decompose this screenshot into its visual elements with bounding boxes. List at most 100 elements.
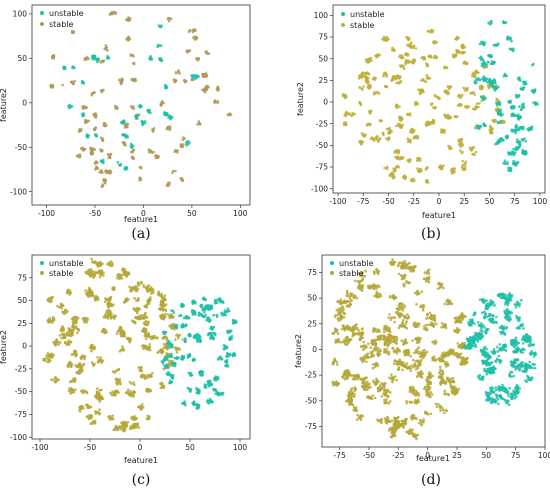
panel-c-point-stable: [42, 358, 45, 362]
panel-c-point-stable: [133, 417, 137, 420]
panel-c-point-stable: [120, 421, 124, 425]
panel-c-point-stable: [66, 342, 70, 346]
panel-c-xtick-label: 0: [138, 443, 143, 452]
panel-c-point-unstable: [194, 313, 197, 316]
panel-b-xtick-label: 50: [485, 197, 495, 206]
panel-b-point-stable: [447, 144, 450, 148]
panel-c-point-stable: [170, 323, 174, 327]
panel-c-point-unstable: [213, 299, 217, 302]
panel-c-point-stable: [137, 426, 141, 429]
panel-a-point-stable: [196, 122, 199, 126]
panel-b-point-stable: [431, 106, 435, 109]
panel-c-point-stable: [137, 366, 140, 369]
panel-c-point-stable: [94, 410, 98, 414]
panel-b-point-unstable: [498, 141, 501, 144]
panel-a-points: [49, 10, 233, 188]
panel-a-point-unstable: [123, 166, 127, 169]
panel-a-point-stable: [204, 72, 208, 75]
panel-a-point-stable: [101, 89, 104, 92]
panel-a-point-stable: [176, 150, 179, 154]
panel-c-point-stable: [146, 390, 150, 393]
panel-a-point-stable: [91, 148, 94, 151]
panel-c-point-unstable: [214, 375, 217, 378]
panel-c-point-stable: [103, 315, 106, 319]
panel-b-xtick-label: 0: [437, 197, 442, 206]
panel-a-point-stable: [85, 106, 88, 109]
panel-b-point-unstable: [494, 86, 498, 89]
panel-a-point-stable: [119, 82, 123, 86]
panel-b-xtick-label: -50: [382, 197, 394, 206]
panel-a-point-stable: [124, 18, 128, 22]
panel-c-point-stable: [46, 360, 49, 364]
panel-c-point-stable: [132, 395, 135, 398]
panel-b-point-stable: [377, 140, 380, 144]
panel-c-point-stable: [117, 367, 121, 371]
panel-c-point-stable: [119, 427, 123, 431]
panel-b-point-unstable: [524, 82, 528, 86]
panel-c-point-unstable: [173, 324, 177, 328]
panel-b-point-stable: [492, 120, 496, 124]
panel-c-point-stable: [70, 317, 74, 321]
panel-b-point-stable: [398, 55, 401, 58]
panel-b-point-stable: [426, 64, 429, 67]
panel-b-point-unstable: [512, 48, 515, 51]
panel-c-point-unstable: [206, 304, 210, 307]
panel-c-point-stable: [69, 340, 73, 344]
panel-c-point-stable: [143, 329, 147, 333]
panel-c-point-stable: [116, 379, 119, 382]
panel-c-point-stable: [124, 427, 127, 431]
panel-a-point-stable: [129, 105, 133, 108]
panel-c-ytick-label: 0: [22, 342, 27, 351]
panel-a-point-stable: [139, 167, 143, 170]
panel-c-point-unstable: [186, 356, 190, 359]
panel-b-point-stable: [446, 85, 450, 88]
panel-b-ytick-label: -50: [316, 141, 328, 150]
panel-b-point-unstable: [511, 162, 515, 165]
panel-c-point-unstable: [191, 309, 194, 312]
panel-c-point-stable: [89, 405, 93, 409]
panel-c-point-unstable: [192, 358, 195, 361]
panel-c-point-stable: [120, 331, 123, 335]
panel-b-point-stable: [403, 52, 407, 56]
panel-b-point-stable: [397, 81, 400, 85]
panel-c-ytick-label: 50: [17, 296, 27, 305]
panel-c-point-stable: [74, 350, 77, 354]
panel-a-point-stable: [123, 126, 127, 129]
panel-c-point-unstable: [193, 301, 197, 305]
panel-b-point-stable: [397, 124, 400, 127]
panel-a-point-stable: [107, 156, 110, 159]
panel-c-point-stable: [95, 396, 99, 400]
panel-a-point-stable: [205, 50, 208, 53]
panel-b-point-stable: [383, 166, 386, 170]
panel-c-point-stable: [92, 364, 95, 368]
panel-b-point-unstable: [504, 74, 507, 77]
panel-c-point-stable: [161, 336, 165, 340]
panel-c-point-stable: [153, 336, 156, 340]
panel-b-point-stable: [415, 101, 418, 105]
panel-a-point-stable: [216, 101, 220, 104]
panel-c-ytick-label: 75: [17, 273, 27, 282]
panel-b-point-unstable: [486, 60, 490, 64]
panel-b-point-stable: [444, 89, 447, 92]
panel-a-point-stable: [131, 157, 135, 160]
panel-c-point-unstable: [210, 383, 214, 387]
panel-b-point-stable: [426, 181, 430, 184]
panel-b-point-unstable: [522, 102, 525, 106]
panel-b-point-unstable: [492, 43, 496, 47]
panel-a-point-unstable: [96, 60, 99, 64]
panel-a-point-stable: [51, 84, 55, 87]
panel-c-point-unstable: [195, 335, 198, 339]
panel-b-ytick-label: 0: [323, 98, 328, 107]
panel-a-point-stable: [99, 171, 103, 174]
panel-b-point-unstable: [505, 134, 509, 138]
panel-b-point-unstable: [497, 102, 500, 106]
panel-c-point-stable: [142, 347, 145, 351]
panel-c-point-stable: [174, 348, 178, 352]
panel-c-point-stable: [78, 362, 81, 365]
panel-c-point-unstable: [215, 315, 219, 319]
panel-a-point-unstable: [149, 111, 152, 115]
panel-b-point-stable: [436, 96, 440, 100]
panel-c-point-stable: [129, 337, 132, 340]
panel-a-point-stable: [183, 78, 186, 82]
panel-b-point-stable: [412, 136, 416, 140]
